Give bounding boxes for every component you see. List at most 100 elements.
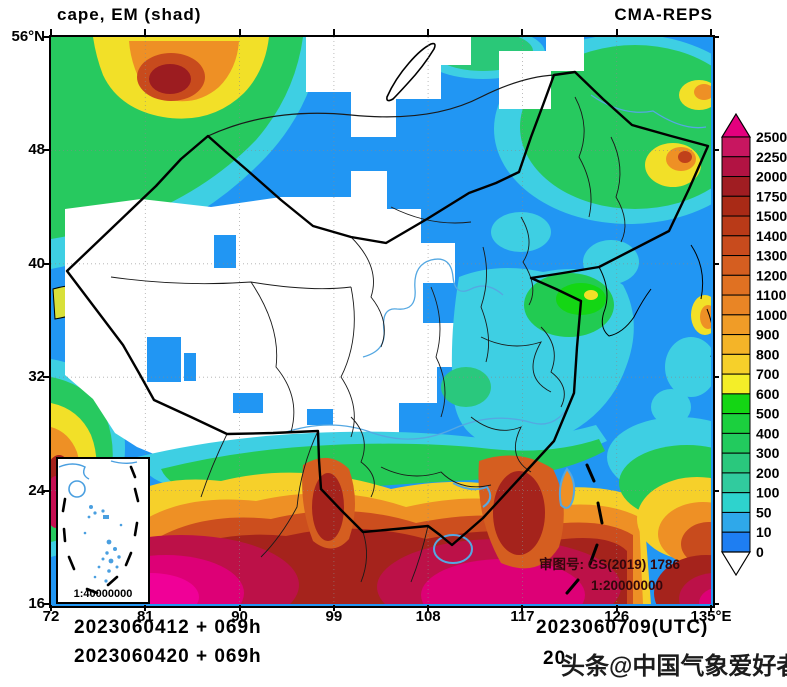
axis-tick xyxy=(713,149,719,152)
valid-time-1: 2023060709(UTC) xyxy=(536,617,709,638)
colorbar-tick-label: 2250 xyxy=(756,149,787,165)
colorbar-tick-label: 1400 xyxy=(756,228,787,244)
colorbar-band xyxy=(721,432,751,454)
map-scale-label: 1:20000000 xyxy=(591,578,663,593)
colorbar-band xyxy=(721,531,751,553)
colorbar-tick-label: 100 xyxy=(756,485,780,501)
axis-tick xyxy=(713,376,719,379)
x-axis-tick-label: 135°E xyxy=(690,608,732,625)
colorbar-band xyxy=(721,136,751,158)
watermark-text: 头条@中国气象爱好者 xyxy=(561,653,787,680)
inset-islands xyxy=(83,505,123,583)
colorbar-tick-label: 700 xyxy=(756,366,780,382)
colorbar-band xyxy=(721,274,751,296)
colorbar-tick-label: 0 xyxy=(756,544,764,560)
axis-tick xyxy=(713,489,719,492)
x-axis-tick-label: 99 xyxy=(325,608,343,625)
init-time-member2: 2023060420 + 069h xyxy=(74,646,262,667)
cape-patches-east-china xyxy=(441,212,711,446)
colorbar-tick-label: 900 xyxy=(756,327,780,343)
axis-tick xyxy=(43,262,49,265)
colorbar-tick-label: 200 xyxy=(756,465,780,481)
colorbar-tick-label: 2000 xyxy=(756,169,787,185)
colorbar-band xyxy=(721,393,751,415)
axis-tick xyxy=(332,605,335,611)
colorbar-band xyxy=(721,156,751,178)
axis-tick xyxy=(521,29,524,35)
colorbar-band xyxy=(721,195,751,217)
colorbar-tick-label: 1200 xyxy=(756,267,787,283)
y-axis-tick-label: 40 xyxy=(28,254,45,272)
axis-tick xyxy=(713,262,719,265)
axis-tick xyxy=(713,36,719,38)
colorbar-band xyxy=(721,472,751,494)
taiwan-island xyxy=(558,467,576,509)
korea-japan-coastlines xyxy=(598,244,711,357)
inset-nine-dash-line xyxy=(61,465,140,595)
colorbar-band xyxy=(721,452,751,474)
colorbar-tick-label: 2500 xyxy=(756,129,787,145)
colorbar-tick-label: 1100 xyxy=(756,287,787,303)
colorbar-tick-label: 10 xyxy=(756,524,772,540)
map-canvas: 审图号: GS(2019) 1786 1:20000000 xyxy=(51,37,711,604)
colorbar-band xyxy=(721,176,751,197)
colorbar-tick-label: 600 xyxy=(756,386,780,402)
colorbar-tick-label: 1000 xyxy=(756,307,787,323)
colorbar-tick-label: 800 xyxy=(756,346,780,362)
x-axis-tick-label: 126 xyxy=(604,608,630,625)
axis-tick xyxy=(43,603,49,605)
x-axis-tick-label: 117 xyxy=(510,608,535,625)
y-axis-tick-label: 24 xyxy=(28,481,45,499)
colorbar: 2500 2250 2000 1750 1500 1400 1300 1200 1100 1000… xyxy=(720,112,787,588)
colorbar-band xyxy=(721,373,751,395)
axis-tick xyxy=(710,29,712,35)
colorbar-arrow-over xyxy=(720,112,752,138)
x-axis-tick-label: 108 xyxy=(415,608,441,625)
x-axis-tick-label: 72 xyxy=(42,608,60,625)
colorbar-tick-label: 1750 xyxy=(756,188,787,204)
colorbar-band xyxy=(721,492,751,513)
x-axis-tick-label: 81 xyxy=(136,608,154,625)
nine-dash-line-main xyxy=(565,463,604,595)
axis-tick xyxy=(238,29,241,35)
colorbar-tick-label: 50 xyxy=(756,504,772,520)
y-axis-tick-label: 16 xyxy=(28,595,45,612)
colorbar-band xyxy=(721,255,751,276)
map-plot-area: 审图号: GS(2019) 1786 1:20000000 xyxy=(49,35,715,608)
colorbar-tick-label: 300 xyxy=(756,445,780,461)
colorbar-band xyxy=(721,215,751,237)
inset-scale-label: 1:40000000 xyxy=(74,588,133,600)
axis-tick xyxy=(43,36,49,38)
axis-tick xyxy=(144,29,147,35)
map-approval-number: 审图号: GS(2019) 1786 xyxy=(539,556,681,572)
axis-tick xyxy=(710,605,712,611)
colorbar-tick-label: 500 xyxy=(756,406,780,422)
colorbar-labels: 2500225020001750150014001300120011001000… xyxy=(756,129,787,560)
cape-maximum-south xyxy=(63,425,651,604)
colorbar-band xyxy=(721,413,751,434)
axis-tick xyxy=(50,29,52,35)
model-name-label: CMA-REPS xyxy=(614,5,713,24)
colorbar-band xyxy=(721,314,751,336)
axis-tick xyxy=(521,605,524,611)
colorbar-tick-label: 1500 xyxy=(756,208,787,224)
axis-tick xyxy=(43,489,49,492)
axis-tick xyxy=(713,603,719,605)
y-axis-tick-label: 48 xyxy=(28,141,45,159)
axis-tick xyxy=(427,29,430,35)
south-china-sea-inset: 1:40000000 xyxy=(56,457,150,604)
colorbar-band xyxy=(721,511,751,533)
y-axis-tick-label: 32 xyxy=(28,368,45,386)
axis-tick xyxy=(427,605,430,611)
colorbar-tick-label: 1300 xyxy=(756,248,787,264)
x-axis-tick-label: 90 xyxy=(231,608,248,625)
colorbar-band xyxy=(721,294,751,316)
axis-tick xyxy=(43,149,49,152)
colorbar-band xyxy=(721,353,751,375)
china-national-boundary xyxy=(65,70,710,547)
axis-tick xyxy=(615,605,618,611)
axis-tick xyxy=(332,29,335,35)
init-time-member1: 2023060412 + 069h xyxy=(74,617,262,638)
colorbar-arrow-under xyxy=(720,551,752,577)
